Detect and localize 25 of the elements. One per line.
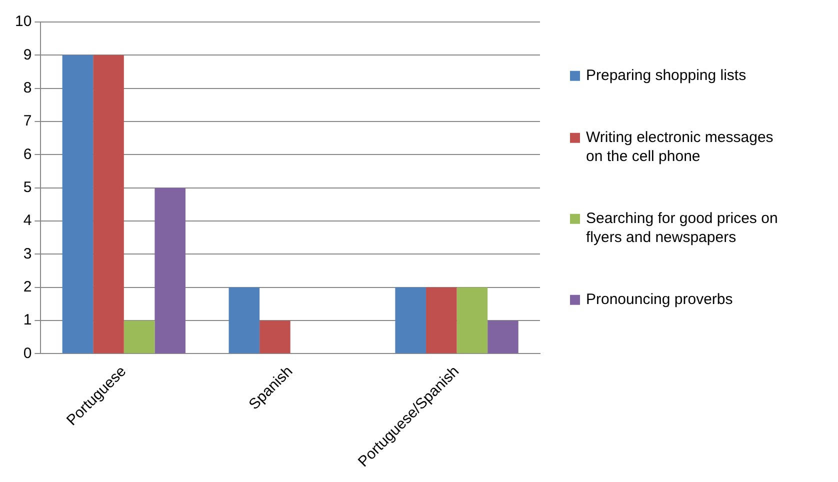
y-tick-label: 5 [23, 179, 32, 196]
legend-label: Searching for good prices on flyers and newspapers [586, 210, 778, 246]
y-tick-label: 9 [23, 46, 32, 64]
y-tick-label: 0 [23, 344, 32, 362]
y-tick-label: 6 [23, 146, 32, 163]
bar [488, 320, 518, 354]
legend-label: Pronouncing proverbs [586, 291, 733, 308]
bar [228, 287, 260, 354]
y-tick-label: 2 [23, 278, 32, 296]
y-tick-label: 1 [23, 312, 32, 329]
bar [260, 320, 290, 354]
bar [154, 188, 186, 354]
bar [395, 287, 426, 354]
legend-label: Writing electronic messages on the cell phone [586, 129, 774, 166]
y-tick-label: 7 [23, 112, 32, 130]
bar [124, 320, 155, 354]
y-tick-label: 8 [23, 79, 32, 96]
y-tick-label: 4 [23, 212, 32, 230]
y-tick-label: 3 [23, 245, 32, 262]
bar [426, 287, 457, 354]
bar [456, 287, 488, 354]
legend-label: Preparing shopping lists [586, 67, 746, 84]
bar [93, 55, 124, 354]
bar [62, 55, 94, 354]
y-tick-label: 10 [14, 13, 32, 30]
